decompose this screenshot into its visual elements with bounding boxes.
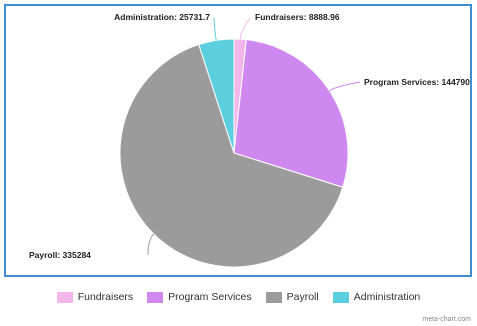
pie-chart: Fundraisers: 8888.96 Program Services: 14…	[29, 12, 477, 268]
data-label-administration: Administration: 25731.7	[114, 12, 210, 22]
legend: Fundraisers Program Services Payroll Adm…	[0, 291, 477, 303]
connector-payroll	[147, 233, 155, 256]
legend-item-payroll[interactable]: Payroll	[265, 291, 319, 303]
watermark: meta-chart.com	[422, 316, 471, 323]
data-label-payroll: Payroll: 335284	[29, 250, 91, 260]
legend-label-program-services: Program Services	[168, 291, 252, 303]
legend-swatch-administration	[332, 291, 349, 303]
legend-item-administration[interactable]: Administration	[332, 291, 421, 303]
connector-fundraisers	[239, 17, 251, 40]
legend-item-program-services[interactable]: Program Services	[147, 291, 252, 303]
data-label-program-services: Program Services: 144790.9	[364, 77, 470, 87]
connector-program-services	[329, 81, 361, 92]
pie-slice-administration[interactable]	[198, 38, 235, 154]
legend-label-fundraisers: Fundraisers	[77, 291, 134, 303]
legend-item-fundraisers[interactable]: Fundraisers	[56, 291, 134, 303]
chart-frame: Fundraisers: 8888.96 Program Services: 14…	[4, 4, 477, 277]
data-label-fundraisers: Fundraisers: 8888.96	[255, 12, 340, 22]
legend-swatch-fundraisers	[56, 291, 73, 303]
legend-swatch-program-services	[147, 291, 164, 303]
pie-slice-program-services[interactable]	[233, 39, 349, 188]
legend-label-payroll: Payroll	[286, 291, 319, 303]
legend-swatch-payroll	[265, 291, 282, 303]
connector-administration	[213, 17, 217, 41]
legend-label-administration: Administration	[353, 291, 421, 303]
pie-slice-payroll[interactable]	[119, 43, 344, 268]
